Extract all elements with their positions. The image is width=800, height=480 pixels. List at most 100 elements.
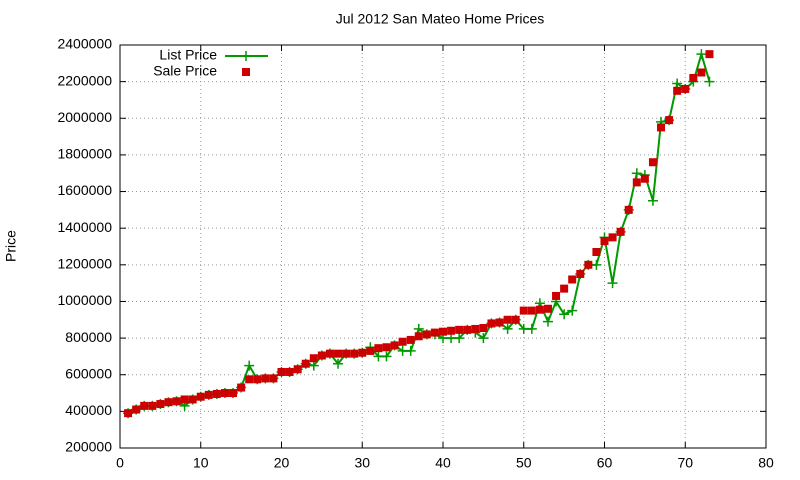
point bbox=[543, 304, 552, 313]
point bbox=[381, 351, 392, 362]
legend-marker bbox=[242, 68, 250, 76]
point bbox=[502, 323, 513, 334]
point bbox=[454, 333, 465, 344]
y-tick-label: 2000000 bbox=[57, 109, 112, 125]
point bbox=[640, 174, 649, 183]
point bbox=[334, 349, 343, 358]
point bbox=[325, 349, 334, 358]
point bbox=[229, 389, 238, 398]
point bbox=[511, 315, 520, 324]
point bbox=[366, 346, 375, 355]
legend-label: List Price bbox=[159, 47, 217, 63]
point bbox=[584, 260, 593, 269]
point bbox=[608, 233, 617, 242]
point bbox=[471, 324, 480, 333]
point bbox=[624, 205, 633, 214]
point bbox=[681, 84, 690, 93]
point bbox=[374, 344, 383, 353]
point bbox=[277, 367, 286, 376]
point bbox=[188, 395, 197, 404]
x-tick-label: 10 bbox=[193, 455, 209, 471]
point bbox=[301, 359, 310, 368]
y-tick-label: 1800000 bbox=[57, 146, 112, 162]
point bbox=[342, 349, 351, 358]
point bbox=[526, 323, 537, 334]
x-tick-label: 50 bbox=[516, 455, 532, 471]
point bbox=[519, 306, 528, 315]
y-tick-label: 400000 bbox=[65, 402, 112, 418]
legend-marker bbox=[241, 51, 251, 61]
point bbox=[317, 351, 326, 360]
point bbox=[648, 158, 657, 167]
point bbox=[447, 326, 456, 335]
point bbox=[333, 358, 344, 369]
point bbox=[358, 348, 367, 357]
chart-title: Jul 2012 San Mateo Home Prices bbox=[336, 11, 545, 27]
y-tick-label: 600000 bbox=[65, 365, 112, 381]
point bbox=[591, 259, 602, 270]
point bbox=[124, 409, 133, 418]
point bbox=[196, 392, 205, 401]
point bbox=[237, 383, 246, 392]
point bbox=[398, 337, 407, 346]
point bbox=[463, 325, 472, 334]
point bbox=[140, 401, 149, 410]
point bbox=[560, 284, 569, 293]
point bbox=[697, 68, 706, 77]
point bbox=[552, 291, 561, 300]
point bbox=[180, 395, 189, 404]
point bbox=[495, 318, 504, 327]
point bbox=[164, 398, 173, 407]
point bbox=[430, 328, 439, 337]
point bbox=[245, 375, 254, 384]
point bbox=[156, 400, 165, 409]
point bbox=[616, 227, 625, 236]
point bbox=[212, 389, 221, 398]
y-tick-label: 2400000 bbox=[57, 36, 112, 52]
plot-frame bbox=[119, 44, 767, 449]
point bbox=[172, 397, 181, 406]
point bbox=[542, 316, 553, 327]
point bbox=[261, 374, 270, 383]
y-tick-label: 2200000 bbox=[57, 72, 112, 88]
point bbox=[293, 365, 302, 374]
point bbox=[705, 50, 714, 59]
point bbox=[350, 349, 359, 358]
x-tick-label: 30 bbox=[354, 455, 370, 471]
y-axis-label: Price bbox=[3, 230, 19, 262]
point bbox=[647, 195, 658, 206]
point bbox=[132, 405, 141, 414]
x-tick-label: 70 bbox=[677, 455, 693, 471]
y-tick-label: 1600000 bbox=[57, 182, 112, 198]
point bbox=[253, 375, 262, 384]
point bbox=[503, 315, 512, 324]
x-tick-label: 60 bbox=[597, 455, 613, 471]
y-tick-label: 1200000 bbox=[57, 256, 112, 272]
point bbox=[559, 309, 570, 320]
point bbox=[657, 123, 666, 132]
point bbox=[479, 324, 488, 333]
x-tick-label: 80 bbox=[758, 455, 774, 471]
point bbox=[673, 86, 682, 95]
y-tick-label: 800000 bbox=[65, 329, 112, 345]
point bbox=[704, 76, 715, 87]
point bbox=[405, 345, 416, 356]
point bbox=[665, 116, 674, 125]
point bbox=[632, 178, 641, 187]
point bbox=[455, 325, 464, 334]
point bbox=[439, 327, 447, 336]
point bbox=[244, 360, 255, 371]
point bbox=[696, 49, 707, 60]
point bbox=[285, 367, 294, 376]
point bbox=[148, 401, 157, 410]
y-tick-label: 1400000 bbox=[57, 219, 112, 235]
point bbox=[527, 306, 536, 315]
point bbox=[309, 354, 318, 363]
point bbox=[568, 275, 577, 284]
point bbox=[567, 305, 578, 316]
point bbox=[487, 319, 496, 328]
point bbox=[607, 278, 618, 289]
point bbox=[204, 390, 213, 399]
x-tick-label: 0 bbox=[116, 455, 124, 471]
